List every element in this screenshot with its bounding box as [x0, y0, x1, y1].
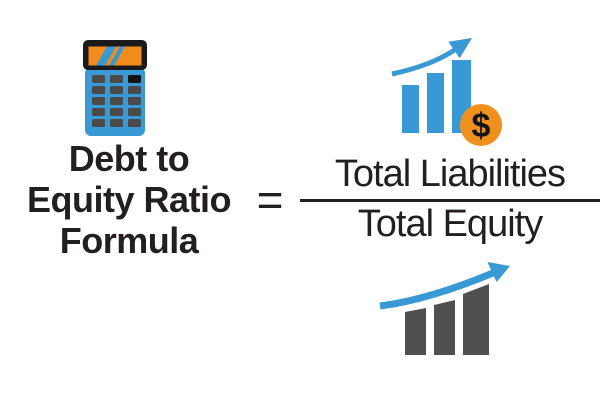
- title-line-3: Formula: [59, 220, 199, 261]
- screen-stripes-icon: [96, 46, 125, 66]
- growth-arrow-icon: [391, 38, 472, 77]
- dollar-coin-icon: $: [460, 104, 502, 146]
- calculator-icon: [83, 40, 147, 136]
- fraction-denominator: Total Equity: [357, 203, 543, 245]
- title-line-2: Equity Ratio: [26, 179, 232, 220]
- fraction-numerator: Total Liabilities: [334, 153, 566, 195]
- fraction-bar: [300, 199, 600, 202]
- calculator-button-black: [128, 75, 141, 83]
- rising-bar-chart-dollar-icon: $: [391, 38, 502, 146]
- dollar-sign: $: [472, 107, 491, 145]
- equals-sign: =: [256, 174, 284, 226]
- title-line-1: Debt to: [68, 138, 190, 179]
- page-title: Debt to Equity Ratio Formula: [8, 138, 250, 261]
- growth-arrow-icon: [379, 262, 510, 310]
- calculator-buttons: [92, 75, 141, 127]
- gray-bars: [405, 284, 489, 355]
- rising-bar-chart-icon: [379, 262, 510, 355]
